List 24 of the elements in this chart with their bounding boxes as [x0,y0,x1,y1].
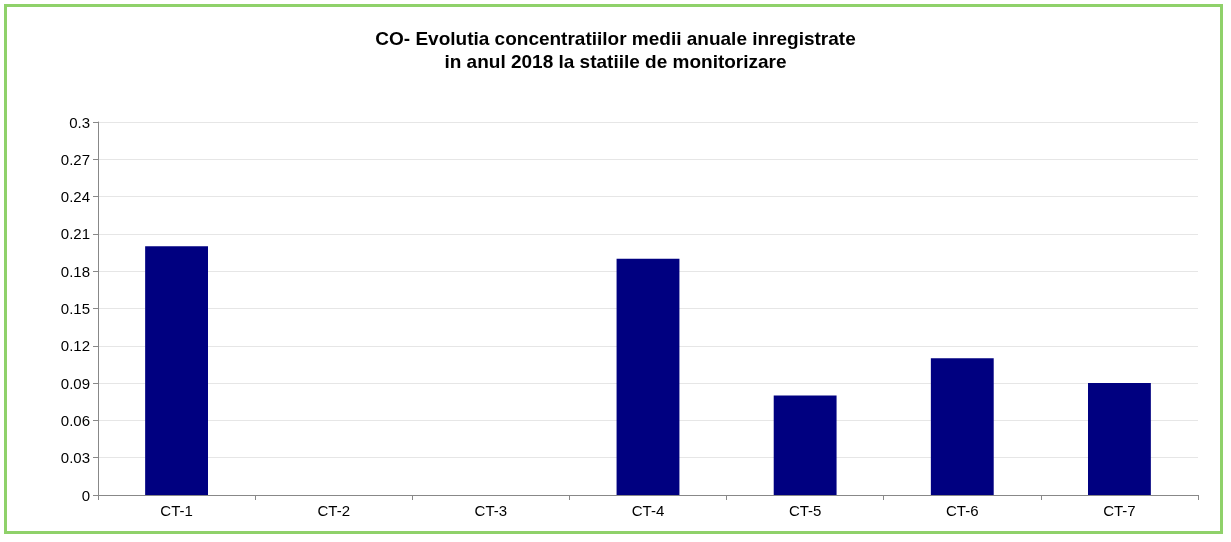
bar [930,358,994,495]
x-tick-label: CT-4 [631,502,665,519]
bar [145,246,208,495]
x-tick-label: CT-1 [160,502,193,519]
x-tick-label: CT-7 [1103,502,1136,519]
chart-title: CO- Evolutia concentratiilor medii anuale inregistrate in anul 2018 la statiile de monitorizare [375,28,856,72]
y-tick-label: 0.18 [60,262,90,280]
bar [1088,383,1151,495]
y-tick-label: 0.24 [60,188,90,206]
y-tick-label: 0.03 [60,449,90,467]
y-tick-label: 0.21 [60,225,90,243]
y-tick-label: 0.12 [60,337,90,355]
x-tick-label: CT-2 [317,502,350,519]
y-tick-label: 0.3 [69,113,90,131]
y-tick-label: 0.15 [60,300,90,317]
bar [773,395,837,495]
y-tick-label: 0 [81,486,90,504]
x-tick-label: CT-5 [788,502,822,519]
bar [616,258,680,495]
x-tick-label: CT-3 [474,502,508,519]
y-tick-label: 0.09 [60,374,90,392]
y-tick-label: 0.27 [60,150,90,168]
x-tick-label: CT-6 [946,502,979,519]
y-tick-label: 0.06 [60,411,90,429]
